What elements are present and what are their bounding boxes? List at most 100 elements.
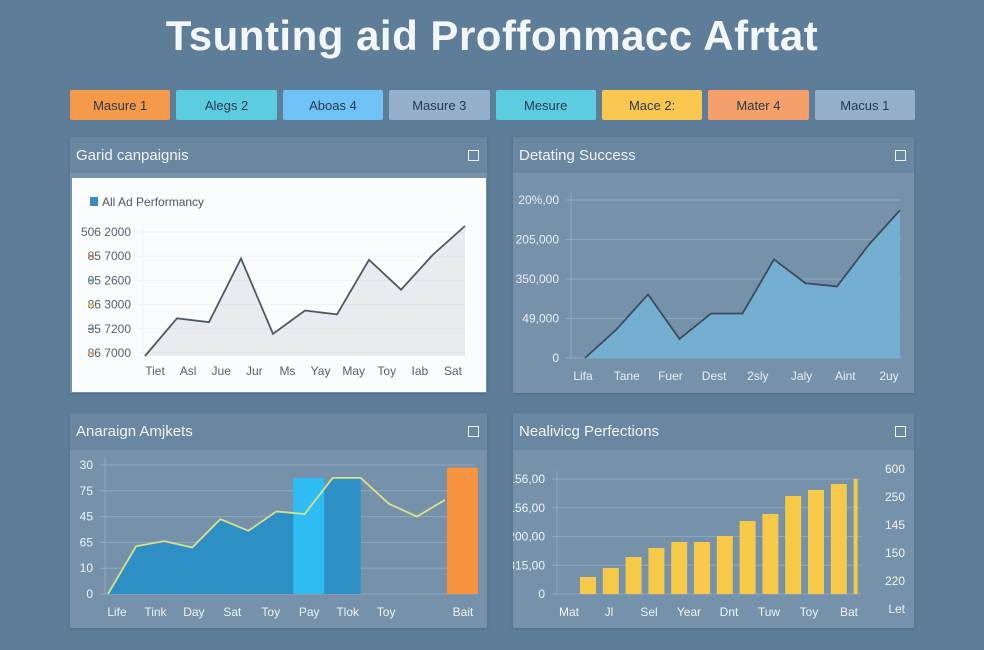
x-tick-label: Mat	[559, 605, 580, 619]
x-tick-label: Bat	[840, 605, 859, 619]
x-tick-label: 2sly	[747, 369, 768, 383]
chart-success: 20%,00 205,000 350,000 49,000 0 Lifa Tane Fuer D…	[516, 192, 901, 383]
y-tick-label: 10	[80, 561, 94, 575]
x-tick-label: Toy	[261, 605, 280, 619]
panel-title: Anaraign Amjkets	[76, 422, 193, 440]
y-tick-label: 156,00	[513, 472, 545, 486]
highlight-bar	[293, 477, 325, 594]
y2-tick-label: 150	[885, 546, 905, 560]
panel-success: Detating Success 20%,00 205,000 350,000 49,…	[513, 137, 914, 393]
series-area	[145, 226, 465, 356]
tab-3[interactable]: Aboas 4	[282, 90, 384, 120]
y-tick-label: 0	[552, 351, 559, 365]
x-tick-label: Day	[183, 605, 204, 619]
bar	[739, 521, 756, 594]
x-tick-label: Sel	[640, 605, 657, 619]
y-tick-label: 156,00	[513, 501, 545, 515]
bar	[716, 536, 733, 594]
x-tick-label: Jaly	[791, 369, 812, 383]
y-tick-label: 0	[86, 587, 93, 601]
x-tick-label: Lifa	[573, 369, 593, 383]
chart-perfections: 156,00 156,00 200,00 315,00 0 Mat Jl Sel Year Dnt…	[513, 462, 906, 619]
tab-7[interactable]: Mater 4	[708, 90, 809, 120]
panel-perfections: Nealivicg Perfections 156,00 156,00 200,00…	[513, 413, 914, 628]
x-tick-label: Yay	[311, 364, 331, 378]
x-tick-label: Sat	[444, 364, 463, 378]
bar	[648, 548, 665, 594]
x-tick-label: Tuw	[758, 605, 781, 619]
metric-tabs: Masure 1 Alegs 2 Aboas 4 Masure 3 Mesure Mace…	[70, 90, 915, 120]
tab-6[interactable]: Mace 2:	[601, 90, 703, 120]
chart-markets: 30 75 45 65 10 0 Life Tink Day Sat Toy Pay Tlok Toy Ba…	[80, 457, 478, 619]
y-tick-label: 86 7000	[88, 346, 132, 360]
x-tick-label: Jl	[605, 605, 614, 619]
x-tick-label: Toy	[377, 364, 396, 378]
y-tick-label: 75	[80, 484, 94, 498]
x-tick-label: May	[342, 364, 365, 378]
y-tick-label: 45	[80, 510, 94, 524]
panel-title: Nealivicg Perfections	[519, 422, 660, 440]
tab-8[interactable]: Macus 1	[814, 90, 915, 120]
y-tick-label: 200,00	[513, 530, 545, 544]
y-tick-label: 506 2000	[81, 225, 131, 239]
x-tick-label: Dnt	[720, 605, 739, 619]
x-tick-label: Sat	[223, 605, 242, 619]
series-line	[144, 225, 466, 357]
tab-1[interactable]: Masure 1	[70, 90, 171, 120]
series-area	[585, 210, 900, 358]
x-tick-label: Ms	[279, 364, 295, 378]
x-tick-label: Asl	[180, 364, 197, 378]
y-tick-label: 65	[80, 535, 94, 549]
series-line	[107, 477, 446, 595]
tab-2[interactable]: Alegs 2	[176, 90, 277, 120]
x-tick-label: Iab	[412, 364, 429, 378]
x-tick-label: Jue	[212, 364, 232, 378]
x-tick-label: Tiet	[145, 364, 165, 378]
bar	[830, 484, 847, 594]
x-tick-label: Bait	[453, 605, 474, 619]
expand-icon[interactable]	[468, 149, 479, 161]
y-tick-label: 205,000	[516, 233, 560, 247]
x-tick-label: Pay	[299, 605, 320, 619]
highlight-bar	[447, 467, 478, 594]
x-tick-label: Tlok	[336, 605, 360, 619]
y-tick-label: 20%,00	[518, 193, 559, 207]
x-tick-label: Year	[677, 605, 701, 619]
bar	[785, 496, 802, 594]
x-tick-label: Dest	[702, 369, 727, 383]
y2-tick-label: 250	[885, 490, 905, 504]
x-tick-label: Jur	[246, 364, 263, 378]
panel-title: Detating Success	[519, 146, 636, 164]
tab-5[interactable]: Mesure	[495, 90, 596, 120]
expand-icon[interactable]	[895, 425, 906, 437]
y-tick-label: 35 7200	[88, 322, 132, 336]
x-tick-label: 2uy	[879, 369, 898, 383]
bar	[853, 479, 858, 594]
bar	[625, 557, 642, 594]
bar	[580, 577, 596, 594]
y-tick-label: 86 3000	[88, 298, 132, 312]
x-tick-label: Tane	[614, 369, 640, 383]
y-tick-label: 30	[80, 458, 94, 472]
y2-tick-label: 220	[885, 574, 905, 588]
panel-campaigns: Garid canpaignis 506 2000 85 7000 05 2600 8…	[70, 137, 487, 393]
series-line	[584, 209, 901, 359]
y2-tick-label: Let	[888, 602, 905, 616]
bar	[808, 490, 824, 594]
y-tick-label: 350,000	[516, 272, 560, 286]
expand-icon[interactable]	[468, 425, 479, 437]
expand-icon[interactable]	[895, 149, 906, 161]
bar	[602, 568, 619, 594]
y2-tick-label: 145	[885, 518, 905, 532]
bar	[671, 542, 688, 594]
y-tick-label: 05 2600	[88, 273, 132, 287]
y-tick-label: 49,000	[522, 312, 559, 326]
bar	[762, 514, 779, 594]
tab-4[interactable]: Masure 3	[389, 90, 490, 120]
y-tick-label: 0	[538, 587, 545, 601]
bar	[694, 542, 710, 594]
dashboard-title: Tsunting aid Proffonmacc Afrtat	[165, 12, 819, 59]
x-tick-label: Fuer	[658, 369, 683, 383]
x-tick-label: Tink	[144, 605, 167, 619]
x-tick-label: Toy	[800, 605, 819, 619]
